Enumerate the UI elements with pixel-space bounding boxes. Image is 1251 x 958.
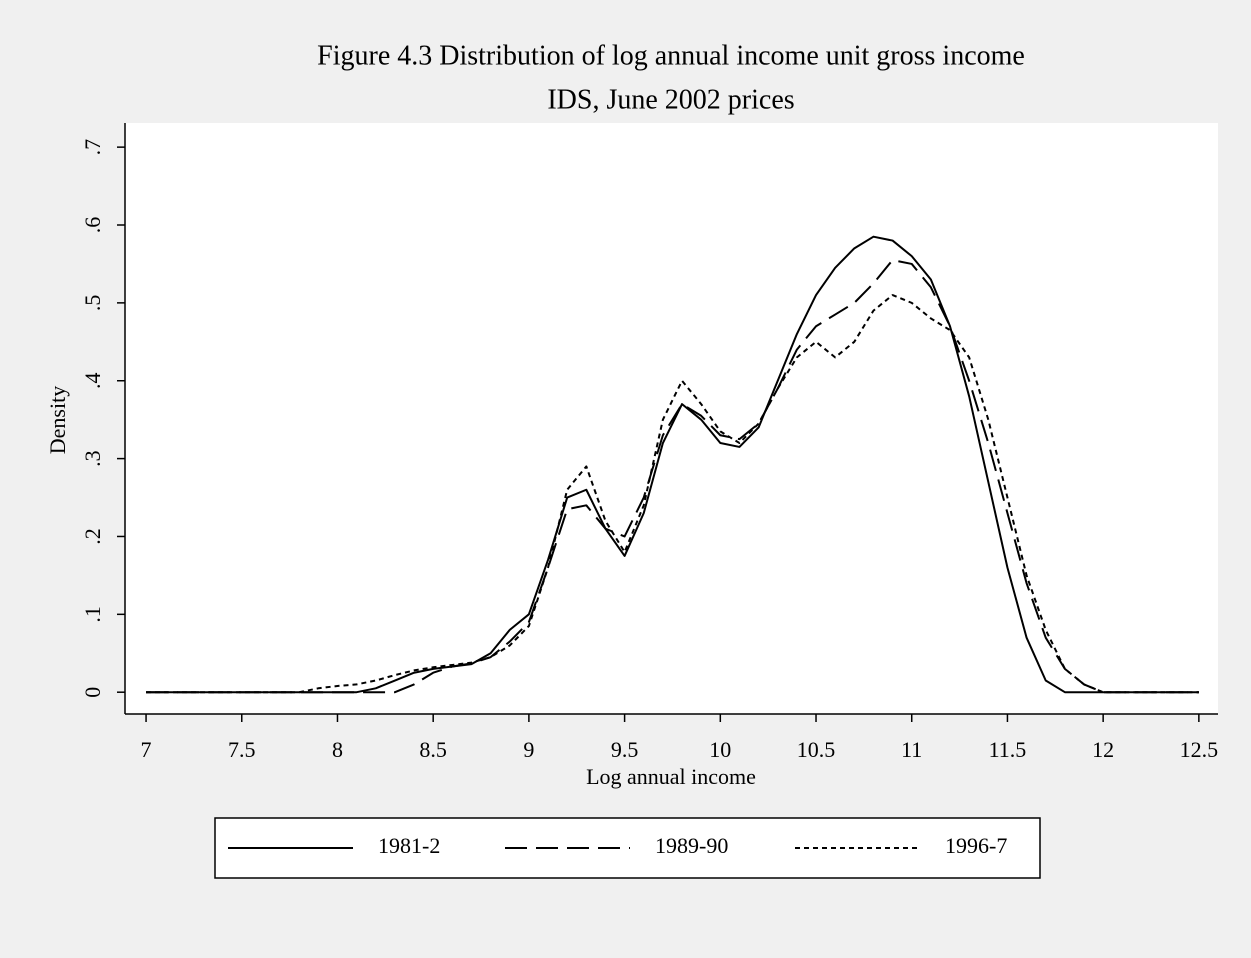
y-tick-label: .6	[80, 217, 105, 234]
x-tick-label: 7.5	[228, 737, 256, 762]
legend-label: 1996-7	[945, 833, 1007, 858]
series-line	[146, 294, 1199, 694]
x-tick-label: 9	[523, 737, 534, 762]
y-tick-label: .2	[80, 528, 105, 545]
x-tick-label: 11	[901, 737, 922, 762]
legend-label: 1981-2	[378, 833, 440, 858]
y-tick-label: 0	[80, 687, 105, 698]
x-tick-label: 7	[141, 737, 152, 762]
x-axis-label: Log annual income	[586, 764, 756, 789]
x-tick-label: 10.5	[797, 737, 836, 762]
chart-subtitle: IDS, June 2002 prices	[547, 84, 794, 115]
y-tick-label: .4	[80, 372, 105, 389]
plot-area	[125, 123, 1218, 714]
x-tick-label: 8	[332, 737, 343, 762]
x-tick-label: 10	[709, 737, 731, 762]
x-tick-label: 9.5	[611, 737, 639, 762]
y-axis-label: Density	[45, 386, 70, 454]
legend-label: 1989-90	[655, 833, 728, 858]
y-tick-label: .7	[80, 139, 105, 156]
chart-title: Figure 4.3 Distribution of log annual in…	[317, 40, 1025, 71]
y-tick-label: .3	[80, 450, 105, 467]
series-line	[146, 259, 1199, 694]
x-tick-label: 11.5	[989, 737, 1027, 762]
x-tick-label: 8.5	[419, 737, 447, 762]
y-tick-label: .5	[80, 295, 105, 312]
x-tick-label: 12	[1092, 737, 1114, 762]
x-tick-label: 12.5	[1180, 737, 1219, 762]
y-tick-label: .1	[80, 606, 105, 623]
